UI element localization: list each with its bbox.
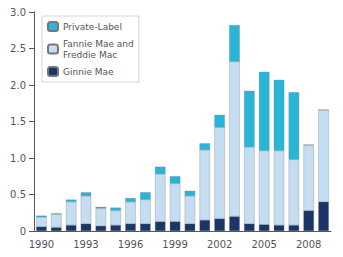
svg-text:Private-Label: Private-Label — [63, 22, 122, 32]
svg-text:Freddie Mac: Freddie Mac — [63, 50, 117, 60]
svg-text:1993: 1993 — [73, 239, 98, 250]
svg-text:Fannie Mae and: Fannie Mae and — [63, 39, 134, 49]
svg-text:0: 0 — [20, 226, 26, 237]
svg-text:1.0: 1.0 — [10, 153, 26, 164]
svg-text:3.0: 3.0 — [10, 7, 26, 18]
svg-text:2005: 2005 — [251, 239, 276, 250]
svg-text:2.5: 2.5 — [10, 43, 26, 54]
svg-text:2008: 2008 — [296, 239, 321, 250]
svg-text:1.5: 1.5 — [10, 116, 26, 127]
svg-text:1990: 1990 — [29, 239, 54, 250]
svg-text:1996: 1996 — [118, 239, 143, 250]
svg-text:2.0: 2.0 — [10, 80, 26, 91]
svg-text:1999: 1999 — [162, 239, 187, 250]
svg-text:Ginnie Mae: Ginnie Mae — [63, 67, 114, 77]
svg-text:2002: 2002 — [207, 239, 232, 250]
svg-text:0.5: 0.5 — [10, 189, 26, 200]
